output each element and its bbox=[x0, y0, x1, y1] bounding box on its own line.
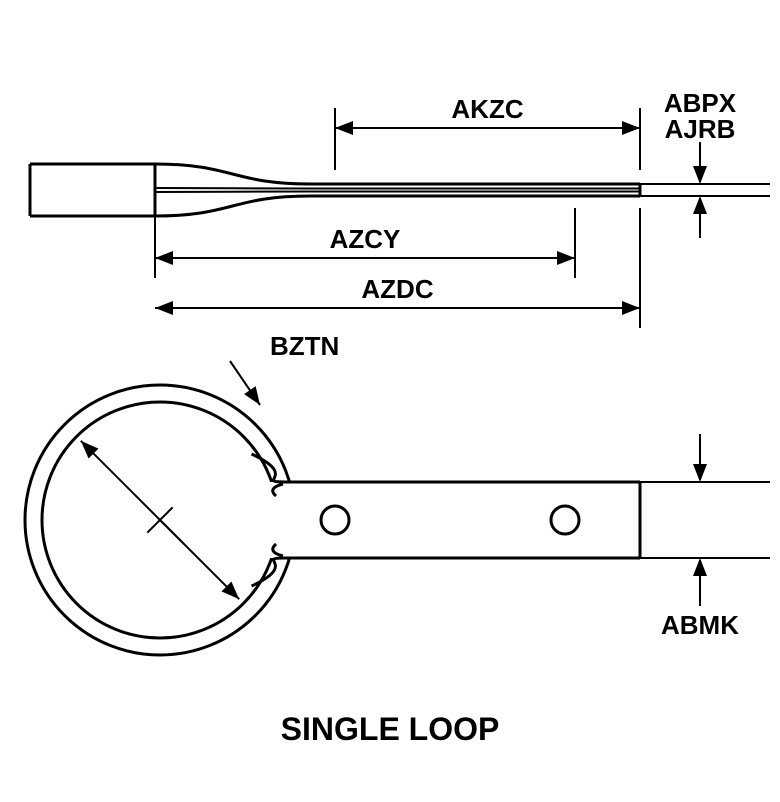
svg-text:SINGLE LOOP: SINGLE LOOP bbox=[281, 711, 500, 747]
svg-text:ABMK: ABMK bbox=[661, 610, 739, 640]
svg-text:AJRB: AJRB bbox=[665, 114, 736, 144]
svg-text:BZTN: BZTN bbox=[270, 331, 339, 361]
svg-text:AZDC: AZDC bbox=[361, 274, 433, 304]
svg-text:AZCY: AZCY bbox=[330, 224, 401, 254]
svg-text:AKZC: AKZC bbox=[451, 94, 523, 124]
